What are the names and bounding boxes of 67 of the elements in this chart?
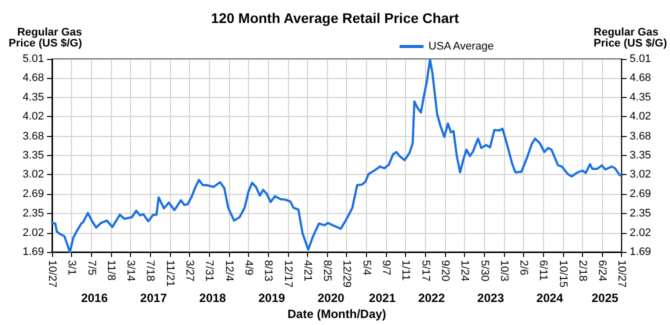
- x-tick-label: 3/27: [184, 260, 196, 282]
- x-tick-label: 10/27: [616, 260, 628, 288]
- y2-axis-title: Regular Gas Price (US $/G): [594, 26, 668, 50]
- x-tick-label: 11/8: [104, 260, 117, 281]
- y-tick-label: 4.68: [22, 72, 44, 84]
- y2-tick-label: 4.68: [630, 72, 652, 84]
- y2-tick-label: 1.69: [630, 246, 652, 258]
- x2-tick-label: 2025: [592, 291, 619, 305]
- y2-tick-label: 2.02: [630, 226, 652, 239]
- x-tick-label: 4/9: [242, 260, 254, 276]
- y2-tick-label: 2.35: [630, 208, 652, 220]
- y-tick-label: 5.01: [22, 53, 44, 65]
- x-tick-label: 7/5: [85, 260, 98, 276]
- y2-tick-label: 4.35: [630, 91, 652, 104]
- y-axis-title: Regular Gas Price (US $/G): [8, 26, 82, 50]
- y-tick-label: 2.02: [22, 226, 44, 239]
- x-tick-label: 5/30: [478, 260, 490, 282]
- x-tick-label: 9/20: [438, 260, 451, 282]
- x-tick-label: 7/31: [203, 260, 216, 282]
- y-tick-label: 4.35: [22, 91, 44, 104]
- x-tick-label: 3/1: [66, 260, 78, 276]
- x-tick-label: 5/17: [419, 260, 432, 282]
- x-tick-label: 10/27: [46, 260, 58, 288]
- x-tick-label: 12/17: [282, 260, 294, 288]
- y-tick-label: 4.02: [22, 110, 44, 123]
- x2-tick-label: 2017: [140, 291, 168, 305]
- x2-tick-label: 2016: [81, 291, 108, 305]
- y-tick-label: 2.35: [22, 208, 44, 220]
- x-tick-label: 8/25: [321, 260, 334, 282]
- x2-tick-label: 2018: [199, 291, 226, 305]
- x-tick-label: 10/3: [498, 260, 510, 282]
- y-tick-label: 1.69: [22, 246, 44, 258]
- y2-tick-label: 3.02: [630, 168, 652, 181]
- x-tick-label: 5/4: [360, 260, 372, 276]
- chart-title: 120 Month Average Retail Price Chart: [211, 10, 460, 26]
- x2-tick-label: 2024: [536, 291, 564, 305]
- x-tick-label: 4/21: [301, 260, 314, 282]
- x-tick-label: 10/15: [556, 260, 569, 288]
- y2-tick-label: 2.69: [630, 188, 652, 200]
- y2-tick-label: 3.35: [630, 150, 652, 162]
- x-tick-label: 12/29: [340, 260, 353, 288]
- x-tick-label: 8/13: [262, 260, 274, 282]
- legend-label: USA Average: [428, 40, 494, 52]
- x2-tick-label: 2023: [477, 291, 504, 305]
- y2-tick-label: 5.01: [630, 53, 652, 65]
- y-tick-label: 3.35: [22, 150, 44, 162]
- x-tick-label: 12/4: [222, 260, 235, 282]
- x2-tick-label: 2021: [368, 291, 396, 305]
- x-tick-label: 6/24: [596, 260, 608, 282]
- x-tick-label: 2/6: [518, 260, 530, 276]
- x-tick-label: 3/14: [124, 260, 137, 282]
- y2-tick-label: 4.02: [630, 110, 652, 123]
- x-tick-label: 2/18: [576, 260, 588, 282]
- x2-tick-label: 2020: [318, 291, 345, 305]
- y2-tick-label: 3.68: [630, 130, 652, 142]
- x-tick-label: 9/7: [380, 260, 392, 276]
- x-tick-label: 6/11: [537, 260, 550, 281]
- y-tick-label: 2.69: [22, 188, 44, 200]
- x-axis-title: Date (Month/Day): [287, 307, 386, 321]
- x-tick-label: 7/18: [144, 260, 156, 282]
- x-tick-label: 1/24: [458, 260, 471, 282]
- x2-tick-label: 2022: [418, 291, 446, 305]
- x-tick-label: 1/11: [400, 260, 412, 281]
- x-tick-label: 11/21: [164, 260, 176, 287]
- x2-tick-label: 2019: [258, 291, 286, 305]
- y-tick-label: 3.68: [22, 130, 44, 142]
- y-tick-label: 3.02: [22, 168, 44, 181]
